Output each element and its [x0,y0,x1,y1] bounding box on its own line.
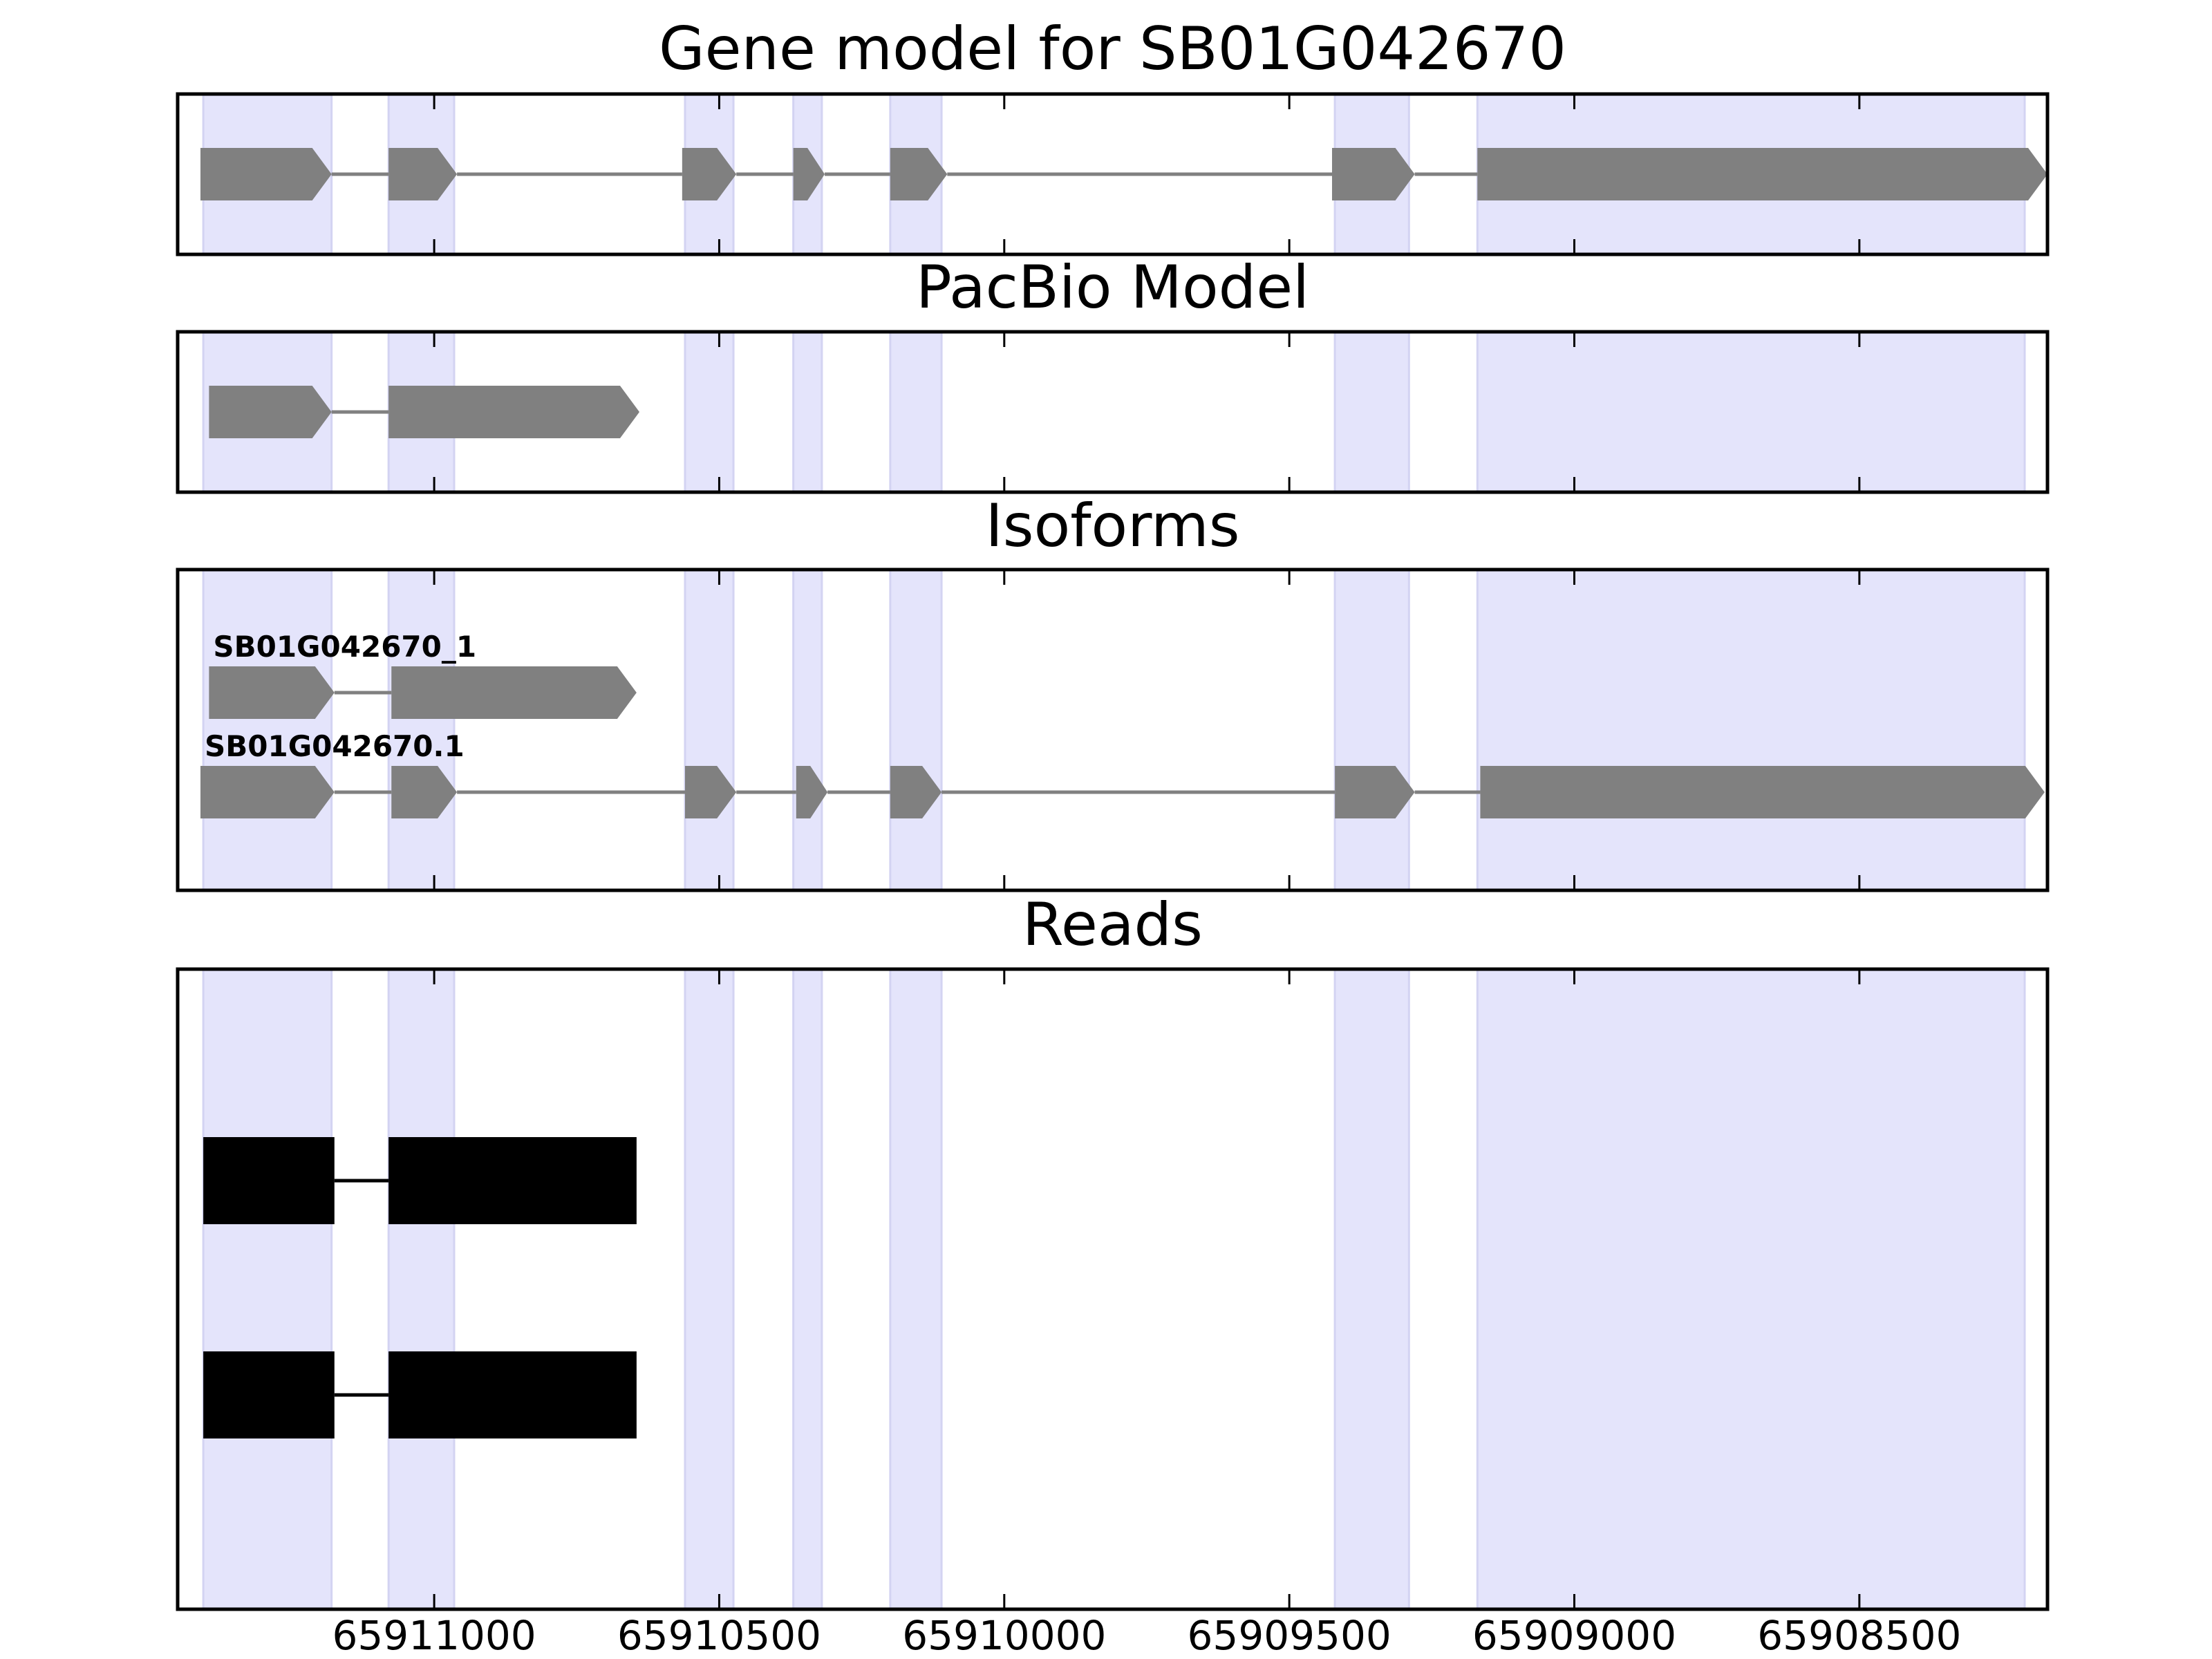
exon-highlight-band [684,330,735,494]
exon-highlight-band [202,968,333,1611]
exon-highlight-band [1476,330,2026,494]
exon-block [388,148,458,200]
exon-highlight-band [1333,968,1410,1611]
exon-highlight-band [387,568,456,892]
x-tick-label: 65910000 [902,1612,1106,1659]
isoform-label: SB01G042670.1 [205,729,465,763]
exon-block [1477,148,2047,200]
exon-highlight-band [889,568,943,892]
exon-block [1332,148,1415,200]
exon-highlight-band [202,568,333,892]
exon-block [682,148,737,200]
exon-block [200,148,332,200]
exon-block [388,386,640,438]
exon-highlight-band [889,968,943,1611]
exon-block [684,766,737,818]
x-tick-label: 65911000 [332,1612,536,1659]
exon-block [391,766,458,818]
exon-highlight-band [684,568,735,892]
panel-frame [176,92,2050,256]
read-block [388,1137,637,1224]
read-block [388,1351,637,1438]
exon-highlight-band [1476,968,2026,1611]
exon-highlight-band [1476,568,2026,892]
exon-block [200,766,335,818]
exon-block [1480,766,2045,818]
x-tick-label: 65910500 [617,1612,821,1659]
x-tick-label: 65909500 [1188,1612,1391,1659]
text-layer: Gene model for SB01G042670 PacBio Model SB… [205,15,1961,1659]
exon-block [209,386,332,438]
exon-block [209,666,335,719]
exon-block [796,766,828,818]
panel-title: Gene model for SB01G042670 [659,15,1566,84]
panel-title: Isoforms [985,491,1239,561]
exon-highlight-band [1333,568,1410,892]
exon-highlight-band [792,568,823,892]
exon-block [1335,766,1415,818]
exon-highlight-layer [202,93,2026,1611]
read-block [203,1351,335,1438]
x-tick-label: 65908500 [1757,1612,1961,1659]
exon-block [890,766,942,818]
exon-block [391,666,637,719]
panel-frame [176,967,2050,1611]
panel-frame-layer [176,92,2050,1611]
panel-frame [176,568,2050,892]
read-block [203,1137,335,1224]
exon-highlight-band [792,968,823,1611]
exon-highlight-band [792,330,823,494]
exon-block [890,148,948,200]
track-layer [200,148,2047,1438]
exon-highlight-band [387,968,456,1611]
exon-block [793,148,825,200]
exon-highlight-band [1333,330,1410,494]
panel-frame [176,330,2050,494]
panel-title: PacBio Model [916,253,1309,322]
exon-highlight-band [889,330,943,494]
x-tick-label: 65909000 [1472,1612,1676,1659]
exon-highlight-band [684,968,735,1611]
panel-title: Reads [1022,890,1203,959]
isoform-label: SB01G042670_1 [213,630,476,664]
